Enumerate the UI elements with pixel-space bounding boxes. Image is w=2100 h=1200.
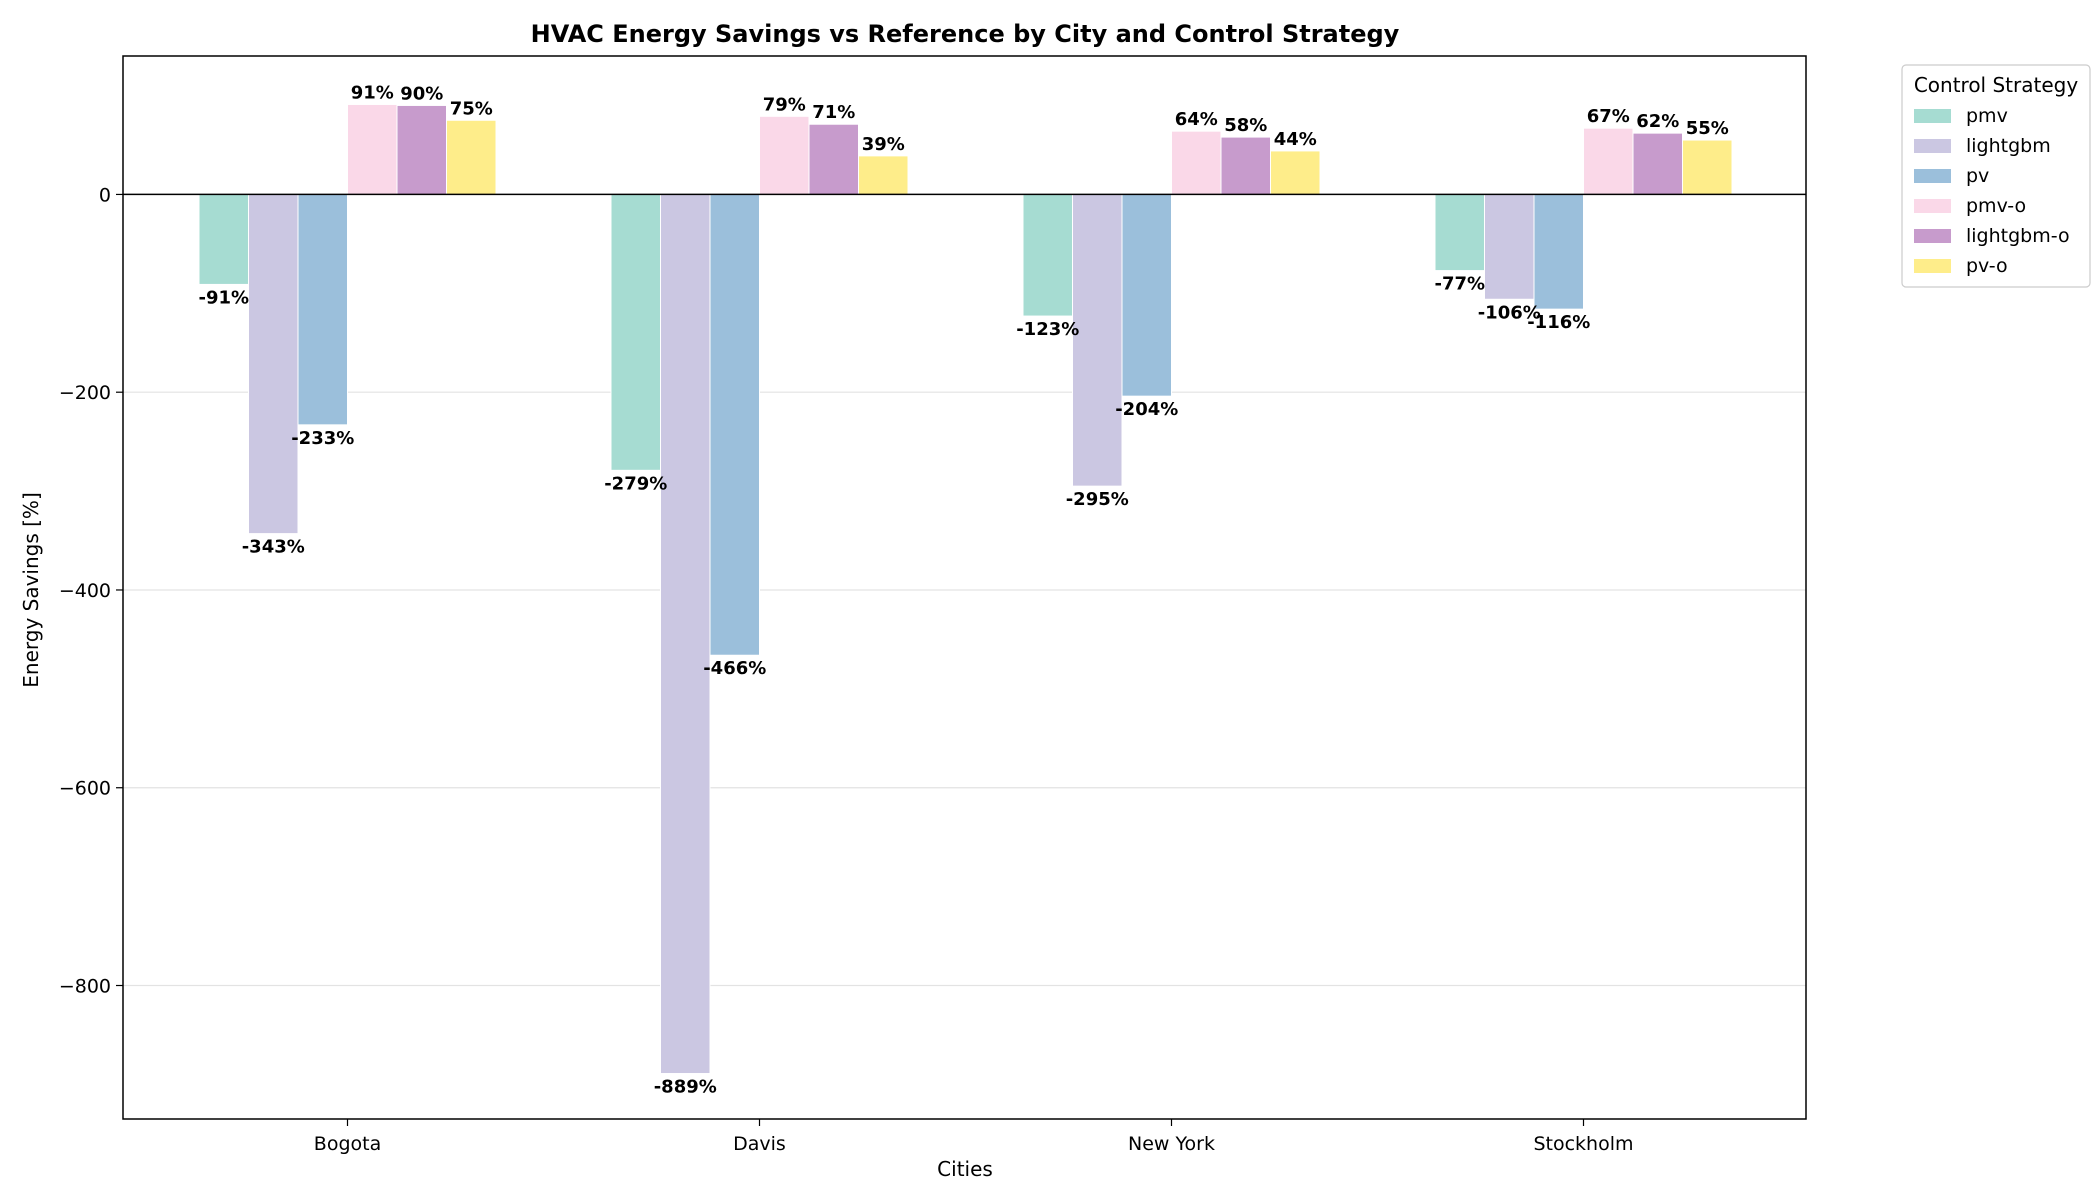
data-label: -466% bbox=[703, 658, 766, 679]
bar-pmv bbox=[1434, 193, 1485, 272]
y-axis-label: Energy Savings [%] bbox=[19, 492, 43, 687]
data-label: 39% bbox=[862, 134, 905, 155]
data-label: 91% bbox=[351, 82, 394, 103]
data-label: 64% bbox=[1175, 109, 1218, 130]
x-tick-label: Stockholm bbox=[1533, 1133, 1633, 1155]
data-labels: -91% -343% -233% 91% 90% 75% -279% -889% -466% 79… bbox=[198, 82, 1728, 1097]
legend-swatch-lightgbm bbox=[1914, 139, 1951, 153]
legend: Control Strategy pmv lightgbm pv pmv-o light… bbox=[1901, 64, 2091, 288]
bar-pv-o bbox=[1682, 139, 1733, 195]
legend-swatch-pmv bbox=[1914, 109, 1951, 123]
data-label: 67% bbox=[1587, 106, 1630, 127]
data-label: 71% bbox=[812, 102, 855, 123]
y-tick-label: −400 bbox=[59, 580, 111, 602]
legend-label-pv: pv bbox=[1966, 165, 1989, 187]
bar-lightgbm-o bbox=[1632, 132, 1683, 195]
data-label: -91% bbox=[198, 287, 249, 308]
data-label: 44% bbox=[1274, 129, 1317, 150]
bar-pmv-o bbox=[1171, 130, 1222, 195]
data-label: -279% bbox=[604, 473, 667, 494]
bar-lightgbm bbox=[660, 193, 711, 1075]
x-axis-label: Cities bbox=[937, 1157, 993, 1181]
bar-pv bbox=[709, 193, 760, 656]
data-label: -233% bbox=[291, 428, 354, 449]
legend-label-pmv-o: pmv-o bbox=[1966, 195, 2026, 217]
legend-title: Control Strategy bbox=[1914, 73, 2079, 97]
x-axis: Bogota Davis New York Stockholm bbox=[314, 1119, 1634, 1155]
bar-lightgbm bbox=[1072, 193, 1123, 487]
bar-pv bbox=[297, 193, 348, 426]
data-label: 55% bbox=[1686, 118, 1729, 139]
data-label: -889% bbox=[654, 1077, 717, 1098]
bar-pv-o bbox=[446, 119, 497, 195]
data-label: 90% bbox=[400, 83, 443, 104]
data-label: 58% bbox=[1224, 115, 1267, 136]
data-label: -106% bbox=[1478, 302, 1541, 323]
chart-title: HVAC Energy Savings vs Reference by City… bbox=[531, 20, 1400, 48]
legend-swatch-pv-o bbox=[1914, 259, 1951, 273]
bar-lightgbm-o bbox=[808, 123, 859, 195]
data-label: -77% bbox=[1434, 274, 1485, 295]
bar-pmv bbox=[610, 193, 661, 471]
data-label: 62% bbox=[1636, 111, 1679, 132]
bar-pmv-o bbox=[1583, 127, 1634, 195]
legend-label-pmv: pmv bbox=[1966, 105, 2008, 127]
data-label: -204% bbox=[1115, 399, 1178, 420]
plot-frame bbox=[122, 55, 1807, 1120]
legend-swatch-pmv-o bbox=[1914, 199, 1951, 213]
bar-lightgbm-o bbox=[396, 104, 447, 195]
data-label: 79% bbox=[763, 94, 806, 115]
legend-label-lightgbm-o: lightgbm-o bbox=[1966, 225, 2070, 247]
bar-pmv-o bbox=[347, 103, 398, 195]
bar-pv bbox=[1121, 193, 1172, 397]
y-tick-label: −600 bbox=[59, 778, 111, 800]
legend-label-lightgbm: lightgbm bbox=[1966, 135, 2051, 157]
legend-swatch-pv bbox=[1914, 169, 1951, 183]
x-tick-label: Davis bbox=[733, 1133, 786, 1155]
bar-pmv-o bbox=[759, 115, 810, 195]
data-label: -343% bbox=[242, 537, 305, 558]
grid-lines bbox=[123, 391, 1806, 987]
bar-pv-o bbox=[1270, 150, 1321, 195]
data-label: 75% bbox=[450, 98, 493, 119]
bar-pmv bbox=[198, 193, 249, 285]
y-tick-label: −200 bbox=[59, 382, 111, 404]
bar-lightgbm bbox=[1484, 193, 1535, 300]
y-tick-label: 0 bbox=[99, 184, 111, 206]
bar-pv-o bbox=[858, 155, 909, 195]
bar-pmv bbox=[1022, 193, 1073, 317]
y-axis: 0 −200 −400 −600 −800 bbox=[59, 184, 123, 998]
data-label: -295% bbox=[1066, 489, 1129, 510]
bar-lightgbm bbox=[248, 193, 299, 535]
x-tick-label: New York bbox=[1128, 1133, 1215, 1155]
legend-items: pmv lightgbm pv pmv-o lightgbm-o pv-o bbox=[1914, 105, 2070, 277]
bar-pv bbox=[1533, 193, 1584, 310]
bar-lightgbm-o bbox=[1220, 136, 1271, 195]
x-tick-label: Bogota bbox=[314, 1133, 381, 1155]
data-label: -123% bbox=[1016, 319, 1079, 340]
legend-label-pv-o: pv-o bbox=[1966, 255, 2008, 277]
y-tick-label: −800 bbox=[59, 976, 111, 998]
legend-swatch-lightgbm-o bbox=[1914, 229, 1951, 243]
data-label: -116% bbox=[1527, 312, 1590, 333]
bars bbox=[198, 103, 1733, 1075]
